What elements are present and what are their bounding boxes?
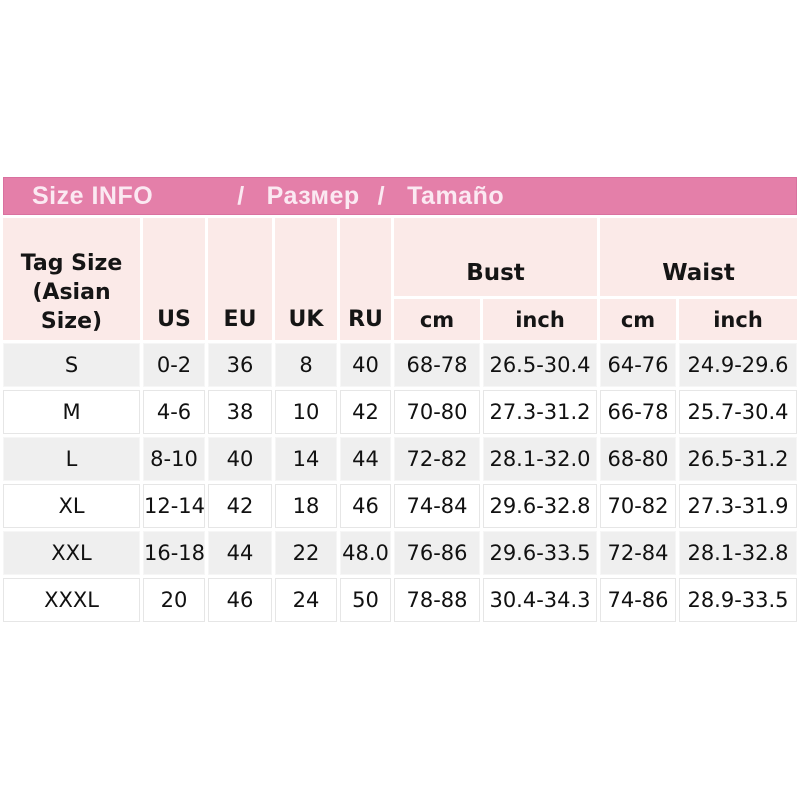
cell-ru: 44 [340,437,391,481]
cell-eu: 44 [208,531,272,575]
cell-tag: XXL [3,531,140,575]
cell-waist-cm: 70-82 [600,484,676,528]
title-razmer: Размер [266,181,360,210]
cell-us: 20 [143,578,205,622]
cell-bust-inch: 29.6-32.8 [483,484,597,528]
cell-ru: 48.0 [340,531,391,575]
cell-bust-cm: 74-84 [394,484,480,528]
size-row-l: L 8-10 40 14 44 72-82 28.1-32.0 68-80 26… [3,437,798,481]
header-ru: RU [340,218,391,340]
cell-uk: 24 [275,578,337,622]
size-chart-page: Size INFO / Размер / Tamaño Tag Size (As… [0,177,800,625]
cell-eu: 36 [208,343,272,387]
cell-us: 0-2 [143,343,205,387]
cell-waist-inch: 28.1-32.8 [679,531,798,575]
title-tamano: Tamaño [407,181,505,210]
cell-bust-inch: 29.6-33.5 [483,531,597,575]
cell-bust-cm: 70-80 [394,390,480,434]
cell-tag: L [3,437,140,481]
cell-waist-inch: 27.3-31.9 [679,484,798,528]
cell-ru: 50 [340,578,391,622]
cell-tag: M [3,390,140,434]
cell-bust-inch: 27.3-31.2 [483,390,597,434]
size-row-xxxl: XXXL 20 46 24 50 78-88 30.4-34.3 74-86 2… [3,578,798,622]
header-bust: Bust [394,218,597,296]
size-row-m: M 4-6 38 10 42 70-80 27.3-31.2 66-78 25.… [3,390,798,434]
cell-eu: 42 [208,484,272,528]
size-info-title-bar: Size INFO / Размер / Tamaño [3,177,797,215]
cell-tag: XXXL [3,578,140,622]
header-us: US [143,218,205,340]
title-separator-2: / [377,181,386,210]
cell-tag: XL [3,484,140,528]
header-waist-inch: inch [679,299,798,340]
cell-us: 16-18 [143,531,205,575]
cell-waist-inch: 25.7-30.4 [679,390,798,434]
cell-bust-cm: 76-86 [394,531,480,575]
cell-ru: 42 [340,390,391,434]
cell-bust-inch: 26.5-30.4 [483,343,597,387]
header-bust-inch: inch [483,299,597,340]
header-eu: EU [208,218,272,340]
header-waist: Waist [600,218,798,296]
cell-us: 4-6 [143,390,205,434]
cell-waist-cm: 64-76 [600,343,676,387]
cell-ru: 40 [340,343,391,387]
cell-uk: 14 [275,437,337,481]
cell-waist-inch: 28.9-33.5 [679,578,798,622]
cell-uk: 18 [275,484,337,528]
cell-bust-inch: 28.1-32.0 [483,437,597,481]
cell-ru: 46 [340,484,391,528]
size-chart-table: Tag Size (Asian Size) US EU UK RU Bust W… [0,215,800,625]
cell-bust-cm: 68-78 [394,343,480,387]
header-waist-cm: cm [600,299,676,340]
header-uk: UK [275,218,337,340]
cell-uk: 8 [275,343,337,387]
size-row-s: S 0-2 36 8 40 68-78 26.5-30.4 64-76 24.9… [3,343,798,387]
cell-bust-cm: 78-88 [394,578,480,622]
cell-uk: 22 [275,531,337,575]
cell-waist-cm: 66-78 [600,390,676,434]
title-size-info: Size INFO [32,181,154,210]
cell-eu: 40 [208,437,272,481]
cell-waist-cm: 72-84 [600,531,676,575]
title-separator-1: / [237,181,245,210]
header-tag-size: Tag Size (Asian Size) [3,218,140,340]
cell-us: 12-14 [143,484,205,528]
cell-uk: 10 [275,390,337,434]
cell-waist-cm: 68-80 [600,437,676,481]
size-row-xxl: XXL 16-18 44 22 48.0 76-86 29.6-33.5 72-… [3,531,798,575]
cell-eu: 38 [208,390,272,434]
header-row-main: Tag Size (Asian Size) US EU UK RU Bust W… [3,218,798,340]
cell-waist-inch: 24.9-29.6 [679,343,798,387]
cell-us: 8-10 [143,437,205,481]
cell-bust-inch: 30.4-34.3 [483,578,597,622]
cell-eu: 46 [208,578,272,622]
cell-bust-cm: 72-82 [394,437,480,481]
size-row-xl: XL 12-14 42 18 46 74-84 29.6-32.8 70-82 … [3,484,798,528]
header-bust-cm: cm [394,299,480,340]
cell-waist-cm: 74-86 [600,578,676,622]
header-row-units: cm inch cm inch [3,299,798,340]
cell-waist-inch: 26.5-31.2 [679,437,798,481]
cell-tag: S [3,343,140,387]
